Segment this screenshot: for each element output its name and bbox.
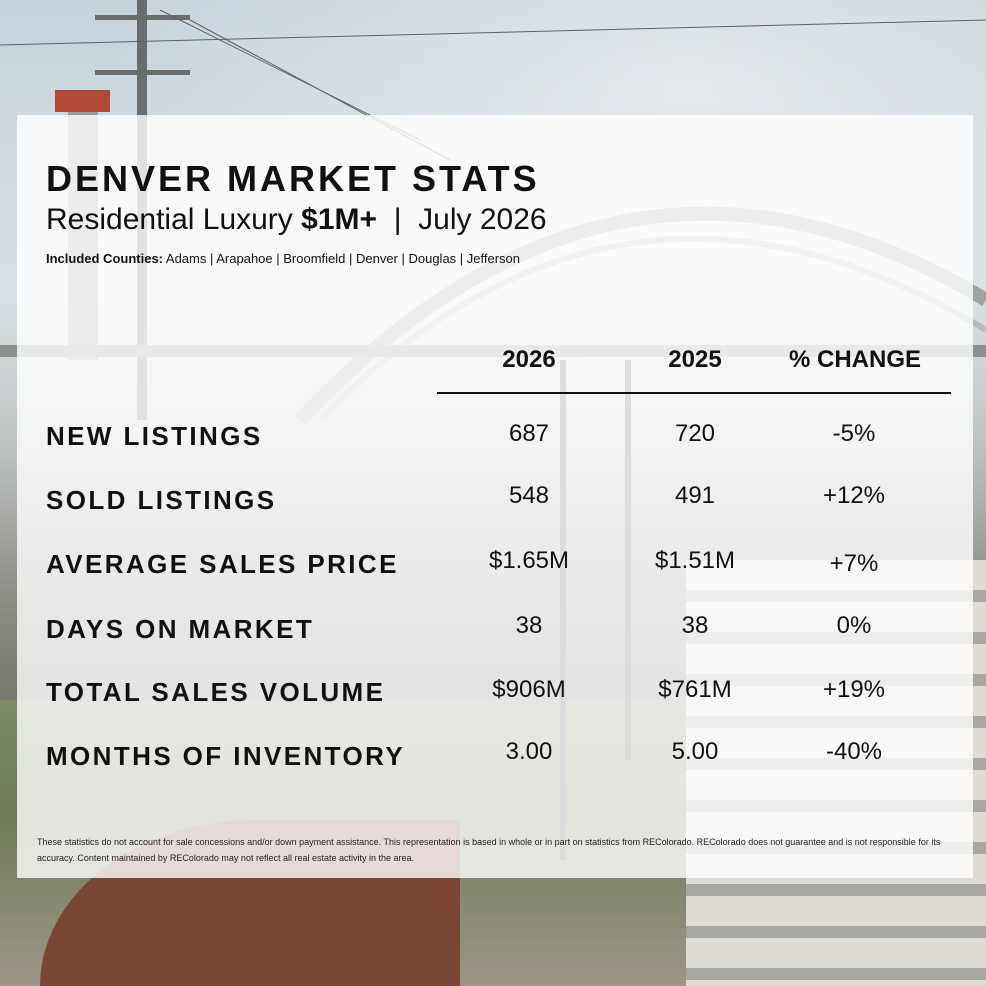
change-months-of-inventory: -40% xyxy=(825,738,883,765)
change-total-sales-volume: +19% xyxy=(822,676,886,703)
included-counties: Included Counties: Adams | Arapahoe | Br… xyxy=(46,251,520,266)
column-header-change: % CHANGE xyxy=(788,346,921,373)
change-days-on-market: 0% xyxy=(836,612,872,639)
page-title: DENVER MARKET STATS xyxy=(46,158,540,199)
stats-panel xyxy=(17,115,973,878)
row-label-average-sales-price: AVERAGE SALES PRICE xyxy=(46,549,399,579)
subtitle-period: July 2026 xyxy=(418,203,547,236)
column-header-2026: 2026 xyxy=(502,346,556,373)
value-2026-sold-listings: 548 xyxy=(508,482,550,509)
value-2026-new-listings: 687 xyxy=(508,420,550,447)
change-new-listings: -5% xyxy=(832,420,876,447)
header-divider xyxy=(437,392,951,394)
value-2025-days-on-market: 38 xyxy=(681,612,709,639)
change-average-sales-price: +7% xyxy=(829,550,879,577)
value-2025-sold-listings: 491 xyxy=(674,482,716,509)
counties-label: Included Counties: xyxy=(46,251,163,266)
value-2025-average-sales-price: $1.51M xyxy=(654,547,736,574)
row-label-total-sales-volume: TOTAL SALES VOLUME xyxy=(46,677,386,707)
value-2025-new-listings: 720 xyxy=(674,420,716,447)
subtitle-category: Residential Luxury xyxy=(46,203,293,236)
value-2025-total-sales-volume: $761M xyxy=(658,676,732,703)
subtitle-separator: | xyxy=(393,203,402,236)
value-2026-months-of-inventory: 3.00 xyxy=(505,738,553,765)
value-2026-average-sales-price: $1.65M xyxy=(488,547,570,574)
value-2026-total-sales-volume: $906M xyxy=(492,676,566,703)
row-label-sold-listings: SOLD LISTINGS xyxy=(46,485,277,515)
value-2025-months-of-inventory: 5.00 xyxy=(671,738,719,765)
value-2026-days-on-market: 38 xyxy=(515,612,543,639)
column-header-2025: 2025 xyxy=(668,346,722,373)
row-label-days-on-market: DAYS ON MARKET xyxy=(46,614,315,644)
counties-list: Adams | Arapahoe | Broomfield | Denver |… xyxy=(165,251,521,266)
disclaimer-footnote: These statistics do not account for sale… xyxy=(37,837,941,863)
row-label-new-listings: NEW LISTINGS xyxy=(46,421,263,451)
row-label-months-of-inventory: MONTHS OF INVENTORY xyxy=(46,741,406,771)
report-subtitle: Residential Luxury $1M+ | July 2026 xyxy=(46,203,547,237)
subtitle-price-tier: $1M+ xyxy=(301,203,378,236)
change-sold-listings: +12% xyxy=(822,482,886,509)
